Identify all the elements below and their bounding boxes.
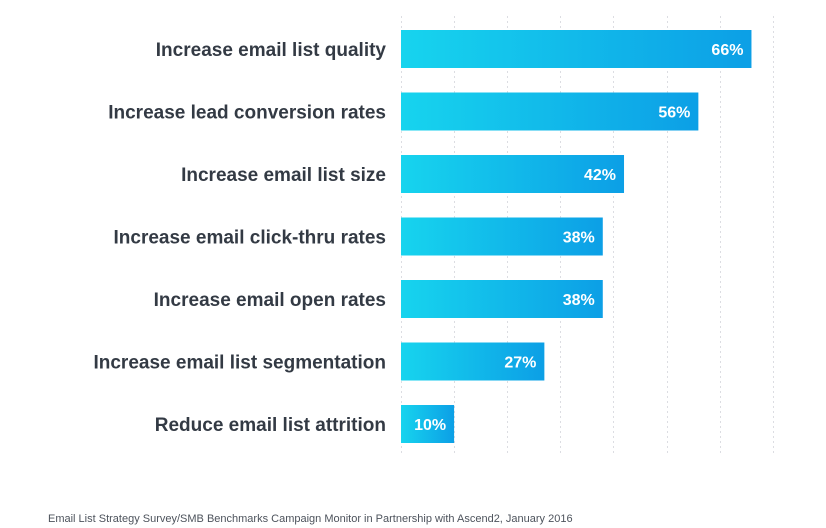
category-label: Increase email list size	[181, 165, 386, 186]
bar-value-label: 27%	[504, 355, 536, 372]
bar	[401, 405, 455, 443]
category-labels: Increase email list quality Increase lead…	[93, 40, 386, 436]
bar	[401, 30, 752, 68]
bar-value-label: 38%	[563, 292, 595, 309]
bar	[401, 155, 625, 193]
source-note: Email List Strategy Survey/SMB Benchmark…	[48, 513, 573, 525]
bar-value-label: 66%	[711, 42, 743, 59]
bar	[401, 217, 603, 256]
category-label: Reduce email list attrition	[155, 415, 386, 436]
category-label: Increase email list quality	[156, 40, 387, 61]
bar-value-label: 38%	[563, 230, 595, 247]
bar-value-label: 42%	[584, 167, 616, 184]
bar	[401, 342, 545, 381]
bars: 66% 56% 42% 38% 38% 27% 10%	[401, 30, 752, 443]
bar	[401, 92, 699, 131]
category-label: Increase email click-thru rates	[114, 228, 386, 249]
category-label: Increase lead conversion rates	[108, 103, 386, 124]
bar	[401, 280, 603, 318]
category-label: Increase email open rates	[154, 290, 386, 311]
category-label: Increase email list segmentation	[93, 353, 386, 374]
bar-value-label: 56%	[658, 105, 690, 122]
bar-value-label: 10%	[414, 417, 446, 434]
